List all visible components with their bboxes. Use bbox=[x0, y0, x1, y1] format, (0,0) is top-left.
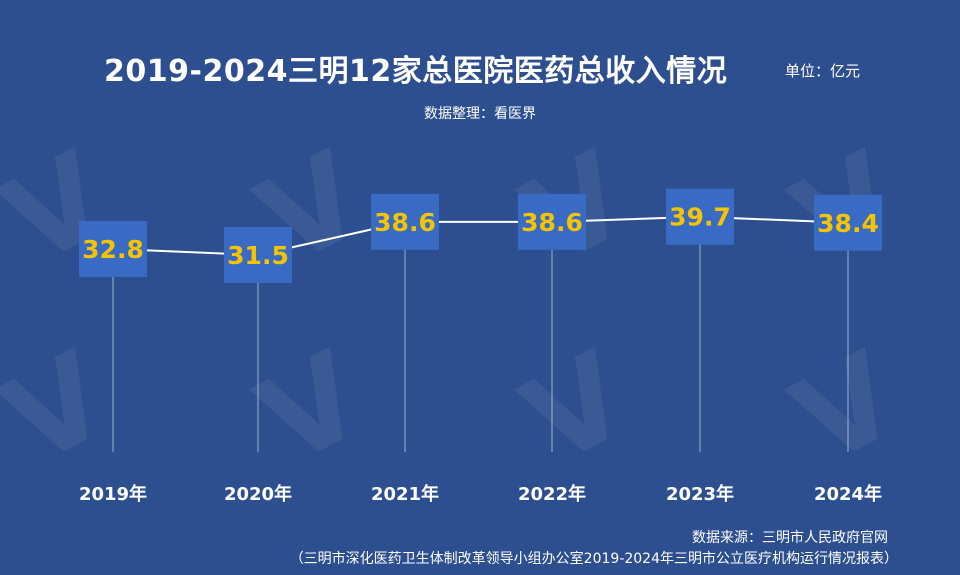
chart-title: 2019-2024三明12家总医院医药总收入情况 bbox=[104, 54, 728, 89]
x-tick-label: 2019年 bbox=[79, 483, 147, 505]
unit-label: 单位：亿元 bbox=[785, 62, 861, 80]
x-tick-label: 2022年 bbox=[518, 483, 586, 505]
data-label-box bbox=[224, 227, 292, 283]
data-label: 39.7 bbox=[669, 203, 731, 232]
chart-subtitle: 数据整理：看医界 bbox=[424, 106, 536, 122]
series-line bbox=[112, 215, 849, 257]
data-source-detail: （三明市深化医药卫生体制改革领导小组办公室2019-2024年三明市公立医疗机构… bbox=[289, 551, 898, 567]
data-label-box bbox=[814, 194, 882, 251]
x-tick-label: 2021年 bbox=[371, 483, 439, 505]
data-label: 38.6 bbox=[521, 208, 583, 237]
data-label: 32.8 bbox=[82, 235, 144, 264]
x-tick-label: 2023年 bbox=[666, 483, 734, 505]
data-source: 数据来源：三明市人民政府官网 bbox=[692, 530, 888, 546]
data-label-box bbox=[666, 188, 734, 245]
data-label-box bbox=[79, 220, 147, 277]
data-label: 31.5 bbox=[227, 241, 289, 270]
x-tick-label: 2024年 bbox=[814, 483, 882, 505]
x-tick-label: 2020年 bbox=[224, 483, 292, 505]
data-label-box bbox=[518, 193, 586, 250]
data-label: 38.4 bbox=[817, 209, 879, 238]
data-label-box bbox=[371, 193, 439, 250]
data-label: 38.6 bbox=[374, 208, 436, 237]
